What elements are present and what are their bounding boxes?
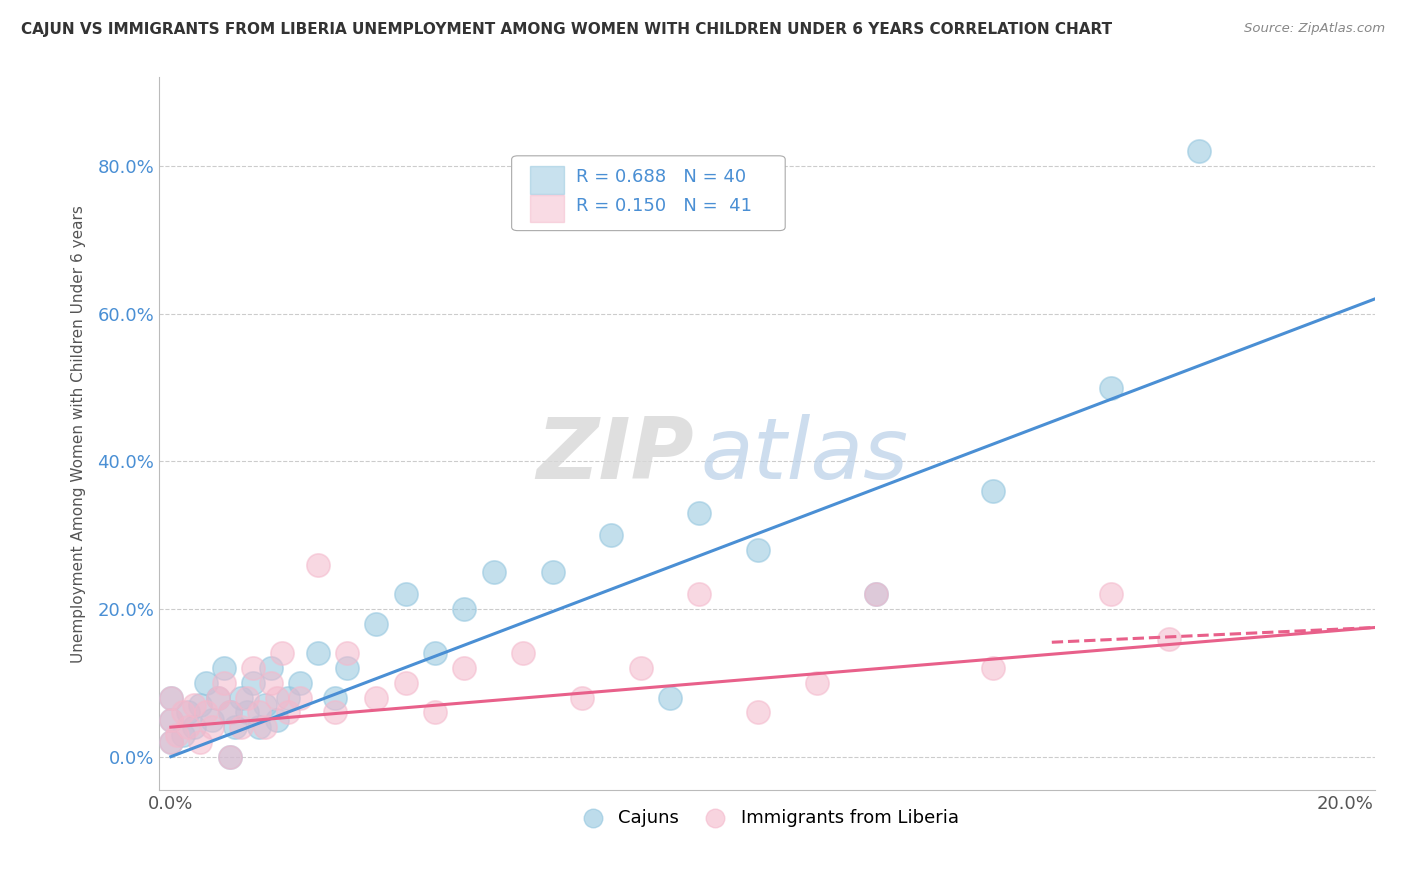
Point — [172, 706, 194, 720]
Point — [160, 690, 183, 705]
Point — [188, 735, 211, 749]
Point — [688, 587, 710, 601]
Point — [747, 543, 769, 558]
Point — [395, 587, 418, 601]
Point — [218, 706, 240, 720]
Point — [659, 690, 682, 705]
Point — [231, 690, 253, 705]
Legend: Cajuns, Immigrants from Liberia: Cajuns, Immigrants from Liberia — [568, 802, 966, 834]
Point — [183, 698, 205, 712]
Text: atlas: atlas — [700, 414, 908, 497]
Point — [212, 676, 235, 690]
Point — [242, 676, 264, 690]
Point — [253, 720, 276, 734]
Point — [160, 735, 183, 749]
Point — [195, 676, 218, 690]
Point — [541, 565, 564, 579]
Point — [600, 528, 623, 542]
Point — [307, 646, 329, 660]
Point — [423, 646, 446, 660]
Point — [571, 690, 593, 705]
Point — [201, 713, 224, 727]
Point — [266, 713, 288, 727]
Point — [288, 690, 311, 705]
Point — [218, 706, 240, 720]
FancyBboxPatch shape — [530, 195, 564, 222]
Point — [336, 661, 359, 675]
Point — [323, 706, 346, 720]
Point — [482, 565, 505, 579]
Point — [188, 698, 211, 712]
Point — [453, 602, 475, 616]
Point — [1099, 380, 1122, 394]
Point — [865, 587, 887, 601]
Y-axis label: Unemployment Among Women with Children Under 6 years: Unemployment Among Women with Children U… — [72, 205, 86, 663]
Point — [366, 616, 388, 631]
Point — [242, 661, 264, 675]
Text: R = 0.688   N = 40: R = 0.688 N = 40 — [576, 169, 747, 186]
Point — [865, 587, 887, 601]
Point — [183, 720, 205, 734]
Point — [395, 676, 418, 690]
Point — [247, 706, 270, 720]
Point — [688, 506, 710, 520]
Point — [1099, 587, 1122, 601]
Point — [253, 698, 276, 712]
Point — [323, 690, 346, 705]
Point — [218, 749, 240, 764]
Point — [177, 720, 200, 734]
Text: Source: ZipAtlas.com: Source: ZipAtlas.com — [1244, 22, 1385, 36]
Point — [236, 690, 259, 705]
Point — [212, 661, 235, 675]
Point — [336, 646, 359, 660]
Point — [277, 706, 299, 720]
Point — [747, 706, 769, 720]
Point — [260, 676, 283, 690]
Point — [224, 720, 246, 734]
Point — [266, 690, 288, 705]
Point — [207, 690, 229, 705]
Point — [277, 690, 299, 705]
Point — [1188, 145, 1211, 159]
Point — [423, 706, 446, 720]
Point — [160, 690, 183, 705]
Point — [166, 727, 188, 741]
FancyBboxPatch shape — [512, 156, 785, 231]
Point — [981, 661, 1004, 675]
Point — [236, 706, 259, 720]
Point — [453, 661, 475, 675]
Point — [231, 720, 253, 734]
Point — [160, 713, 183, 727]
Point — [201, 720, 224, 734]
Point — [247, 720, 270, 734]
Point — [172, 727, 194, 741]
FancyBboxPatch shape — [530, 167, 564, 194]
Point — [271, 646, 294, 660]
Text: R = 0.150   N =  41: R = 0.150 N = 41 — [576, 196, 752, 215]
Point — [981, 483, 1004, 498]
Point — [806, 676, 828, 690]
Text: CAJUN VS IMMIGRANTS FROM LIBERIA UNEMPLOYMENT AMONG WOMEN WITH CHILDREN UNDER 6 : CAJUN VS IMMIGRANTS FROM LIBERIA UNEMPLO… — [21, 22, 1112, 37]
Point — [630, 661, 652, 675]
Point — [218, 749, 240, 764]
Point — [288, 676, 311, 690]
Point — [160, 735, 183, 749]
Text: ZIP: ZIP — [536, 414, 695, 497]
Point — [177, 706, 200, 720]
Point — [260, 661, 283, 675]
Point — [307, 558, 329, 572]
Point — [1159, 632, 1181, 646]
Point — [160, 713, 183, 727]
Point — [512, 646, 534, 660]
Point — [195, 706, 218, 720]
Point — [207, 690, 229, 705]
Point — [366, 690, 388, 705]
